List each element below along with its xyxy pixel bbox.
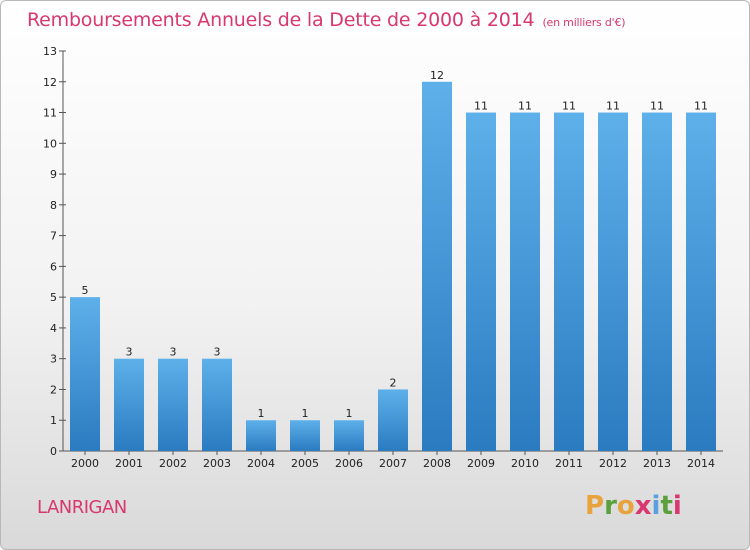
- bar: [158, 358, 188, 451]
- logo-letter: o: [616, 491, 635, 521]
- y-tick-label: 10: [43, 137, 57, 150]
- bar: [598, 112, 628, 452]
- x-tick-label: 2008: [423, 457, 451, 470]
- data-label: 11: [694, 100, 708, 113]
- data-label: 11: [606, 100, 620, 113]
- data-label: 3: [170, 346, 177, 359]
- x-tick-label: 2000: [71, 457, 99, 470]
- y-tick-label: 4: [50, 322, 57, 335]
- y-tick-label: 5: [50, 291, 57, 304]
- logo-letter: x: [634, 491, 652, 521]
- bar: [114, 358, 144, 451]
- unit-label: (en milliers d'€): [542, 16, 626, 29]
- data-label: 2: [390, 376, 397, 389]
- proxiti-logo: Proxiti: [585, 491, 682, 521]
- data-label: 11: [562, 100, 576, 113]
- logo-letter: i: [672, 491, 682, 521]
- data-label: 3: [126, 346, 133, 359]
- bar: [510, 112, 540, 452]
- logo-letter: i: [651, 491, 661, 521]
- bar: [202, 358, 232, 451]
- x-tick-label: 2005: [291, 457, 319, 470]
- data-label: 1: [258, 407, 265, 420]
- x-tick-label: 2006: [335, 457, 363, 470]
- logo-letter: P: [585, 491, 605, 521]
- data-label: 11: [518, 100, 532, 113]
- x-tick-label: 2013: [643, 457, 671, 470]
- bar: [686, 112, 716, 452]
- bar: [290, 420, 320, 451]
- data-label: 5: [82, 284, 89, 297]
- title-text: Remboursements Annuels de la Dette de 20…: [27, 9, 535, 31]
- bar: [246, 420, 276, 451]
- y-tick-label: 9: [50, 168, 57, 181]
- y-tick-label: 8: [50, 199, 57, 212]
- bar: [378, 389, 408, 451]
- data-label: 11: [474, 100, 488, 113]
- x-tick-label: 2004: [247, 457, 275, 470]
- bar: [466, 112, 496, 452]
- y-tick-label: 12: [43, 76, 57, 89]
- x-tick-label: 2003: [203, 457, 231, 470]
- x-tick-label: 2011: [555, 457, 583, 470]
- bar: [642, 112, 672, 452]
- data-label: 1: [302, 407, 309, 420]
- y-tick-label: 1: [50, 414, 57, 427]
- logo-letter: t: [660, 491, 673, 521]
- y-tick-label: 7: [50, 230, 57, 243]
- x-tick-label: 2010: [511, 457, 539, 470]
- y-tick-label: 6: [50, 260, 57, 273]
- y-tick-label: 3: [50, 353, 57, 366]
- x-tick-label: 2001: [115, 457, 143, 470]
- data-label: 12: [430, 69, 444, 82]
- bar: [70, 297, 100, 451]
- x-tick-label: 2014: [687, 457, 715, 470]
- x-tick-label: 2012: [599, 457, 627, 470]
- x-tick-label: 2002: [159, 457, 187, 470]
- commune-name: LANRIGAN: [37, 497, 127, 518]
- bar: [334, 420, 364, 451]
- y-tick-label: 0: [50, 445, 57, 458]
- x-tick-label: 2007: [379, 457, 407, 470]
- logo-letter: r: [604, 491, 617, 521]
- data-label: 3: [214, 346, 221, 359]
- data-label: 1: [346, 407, 353, 420]
- bar: [554, 112, 584, 452]
- y-tick-label: 11: [43, 107, 57, 120]
- x-tick-label: 2009: [467, 457, 495, 470]
- y-tick-label: 13: [43, 45, 57, 58]
- bar: [422, 81, 452, 452]
- data-label: 11: [650, 100, 664, 113]
- chart-title: Remboursements Annuels de la Dette de 20…: [27, 9, 626, 31]
- y-tick-label: 2: [50, 383, 57, 396]
